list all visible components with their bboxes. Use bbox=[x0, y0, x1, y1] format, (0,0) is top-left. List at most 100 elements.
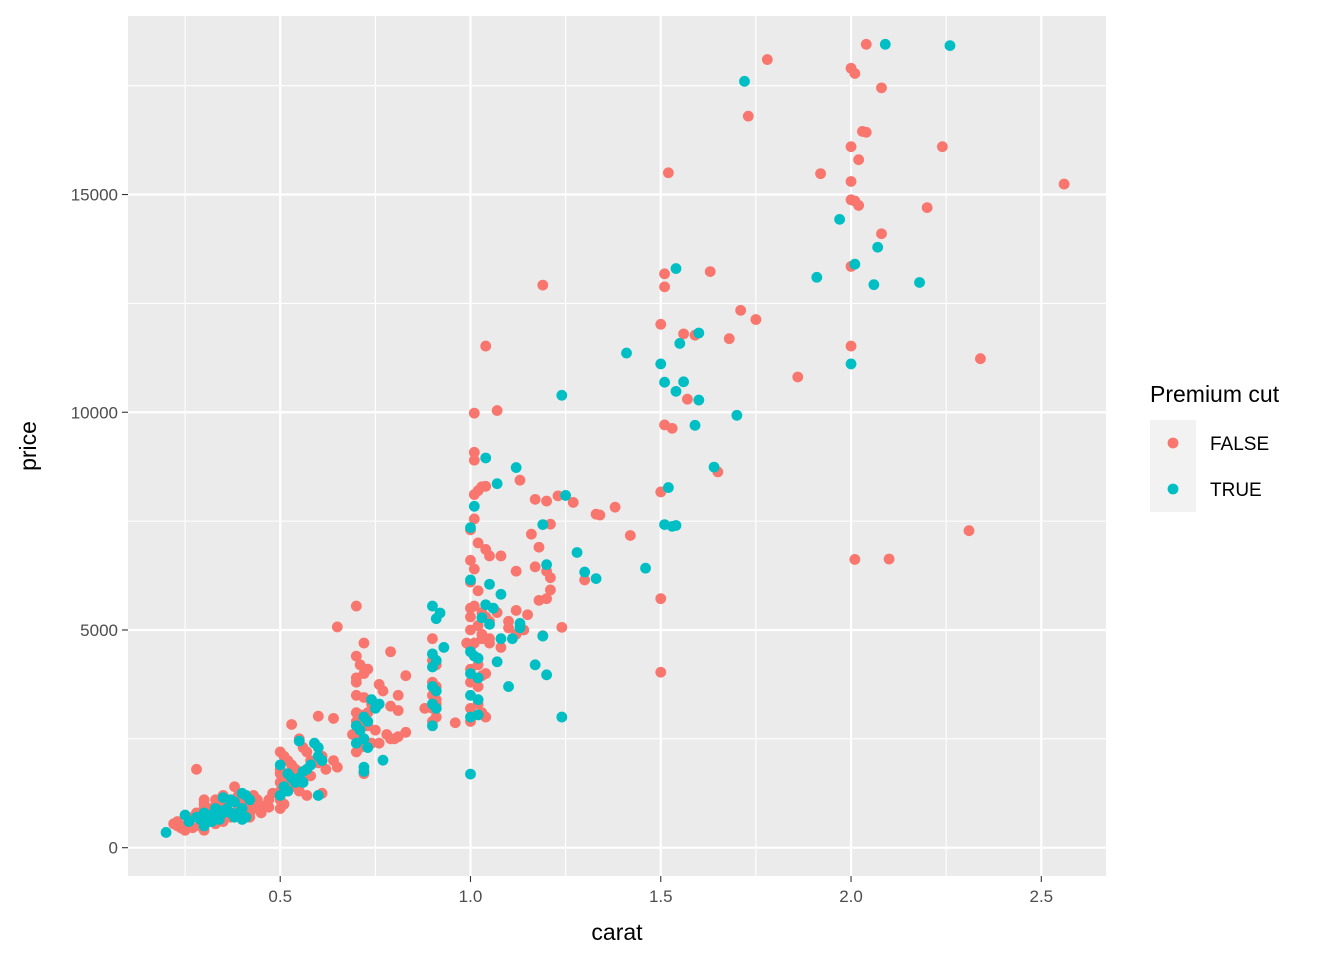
point-true bbox=[377, 754, 389, 766]
point-false bbox=[191, 763, 202, 775]
point-true bbox=[362, 742, 374, 753]
point-false bbox=[263, 801, 275, 813]
point-true bbox=[659, 376, 670, 388]
point-true bbox=[868, 279, 880, 291]
point-true bbox=[358, 766, 370, 777]
point-false bbox=[655, 318, 667, 330]
point-false bbox=[545, 584, 556, 596]
point-true bbox=[430, 685, 442, 697]
point-true bbox=[689, 419, 701, 431]
point-true bbox=[293, 735, 305, 747]
point-true bbox=[674, 338, 686, 349]
x-axis: 0.5 1.0 1.5 2.0 2.5 bbox=[268, 876, 1053, 906]
point-false bbox=[465, 554, 476, 566]
point-true bbox=[438, 641, 450, 653]
legend-label-false: FALSE bbox=[1210, 434, 1269, 455]
point-true bbox=[244, 794, 256, 806]
point-false bbox=[860, 38, 872, 50]
y-axis: 0 5000 10000 15000 bbox=[71, 186, 128, 858]
point-true bbox=[465, 768, 476, 780]
point-true bbox=[236, 803, 248, 814]
point-true bbox=[495, 588, 507, 600]
point-true bbox=[693, 327, 705, 339]
point-true bbox=[670, 385, 682, 397]
point-false bbox=[1058, 178, 1070, 190]
point-false bbox=[392, 705, 404, 716]
point-true bbox=[670, 520, 682, 531]
legend-key-true bbox=[1167, 483, 1179, 495]
point-false bbox=[229, 781, 240, 793]
point-false bbox=[525, 528, 537, 540]
point-true bbox=[621, 347, 632, 359]
point-true bbox=[662, 482, 674, 493]
point-true bbox=[472, 652, 484, 664]
point-false bbox=[666, 422, 678, 434]
y-tick-label: 10000 bbox=[71, 403, 118, 422]
point-false bbox=[468, 563, 480, 575]
point-false bbox=[662, 167, 674, 179]
point-false bbox=[609, 501, 621, 513]
point-false bbox=[936, 141, 948, 153]
point-false bbox=[320, 763, 332, 775]
point-false bbox=[377, 685, 389, 697]
point-false bbox=[468, 513, 480, 525]
point-false bbox=[537, 279, 549, 291]
point-true bbox=[430, 613, 442, 625]
point-true bbox=[312, 790, 324, 801]
point-true bbox=[491, 478, 503, 490]
point-false bbox=[510, 604, 522, 616]
point-true bbox=[472, 709, 484, 721]
point-true bbox=[472, 694, 484, 706]
y-tick-label: 5000 bbox=[80, 621, 118, 640]
point-false bbox=[682, 393, 693, 405]
point-false bbox=[876, 228, 887, 240]
point-true bbox=[811, 271, 823, 283]
legend-key-false bbox=[1167, 437, 1179, 449]
point-true bbox=[274, 759, 286, 771]
point-true bbox=[427, 720, 438, 732]
point-true bbox=[484, 578, 495, 590]
point-false bbox=[495, 641, 507, 653]
point-true bbox=[465, 574, 476, 586]
point-true bbox=[362, 716, 374, 727]
point-false bbox=[514, 474, 526, 486]
point-false bbox=[556, 621, 568, 633]
point-true bbox=[678, 376, 689, 388]
point-false bbox=[579, 574, 591, 586]
point-true bbox=[845, 358, 857, 370]
point-false bbox=[495, 550, 507, 562]
point-true bbox=[369, 702, 381, 714]
point-false bbox=[860, 126, 872, 138]
legend-label-true: TRUE bbox=[1210, 480, 1262, 501]
point-false bbox=[312, 710, 324, 722]
point-true bbox=[183, 816, 195, 827]
point-false bbox=[704, 266, 716, 278]
point-true bbox=[506, 633, 518, 645]
point-false bbox=[659, 268, 670, 280]
point-false bbox=[484, 637, 495, 649]
point-false bbox=[853, 200, 865, 211]
point-false bbox=[274, 803, 286, 814]
point-true bbox=[487, 602, 499, 614]
point-true bbox=[537, 519, 549, 530]
point-false bbox=[198, 794, 210, 806]
point-false bbox=[468, 600, 480, 612]
legend-title: Premium cut bbox=[1150, 381, 1280, 407]
point-true bbox=[541, 669, 552, 681]
point-true bbox=[670, 263, 682, 274]
point-false bbox=[678, 328, 689, 340]
point-true bbox=[465, 522, 476, 534]
point-false bbox=[963, 525, 975, 537]
point-false bbox=[533, 541, 545, 553]
point-true bbox=[731, 409, 743, 421]
point-true bbox=[312, 742, 324, 753]
point-false bbox=[529, 561, 541, 573]
point-false bbox=[624, 530, 636, 541]
point-false bbox=[331, 761, 343, 773]
point-true bbox=[484, 618, 495, 630]
point-false bbox=[735, 304, 747, 316]
point-false bbox=[750, 314, 762, 325]
point-false bbox=[350, 650, 362, 662]
point-false bbox=[392, 689, 404, 701]
